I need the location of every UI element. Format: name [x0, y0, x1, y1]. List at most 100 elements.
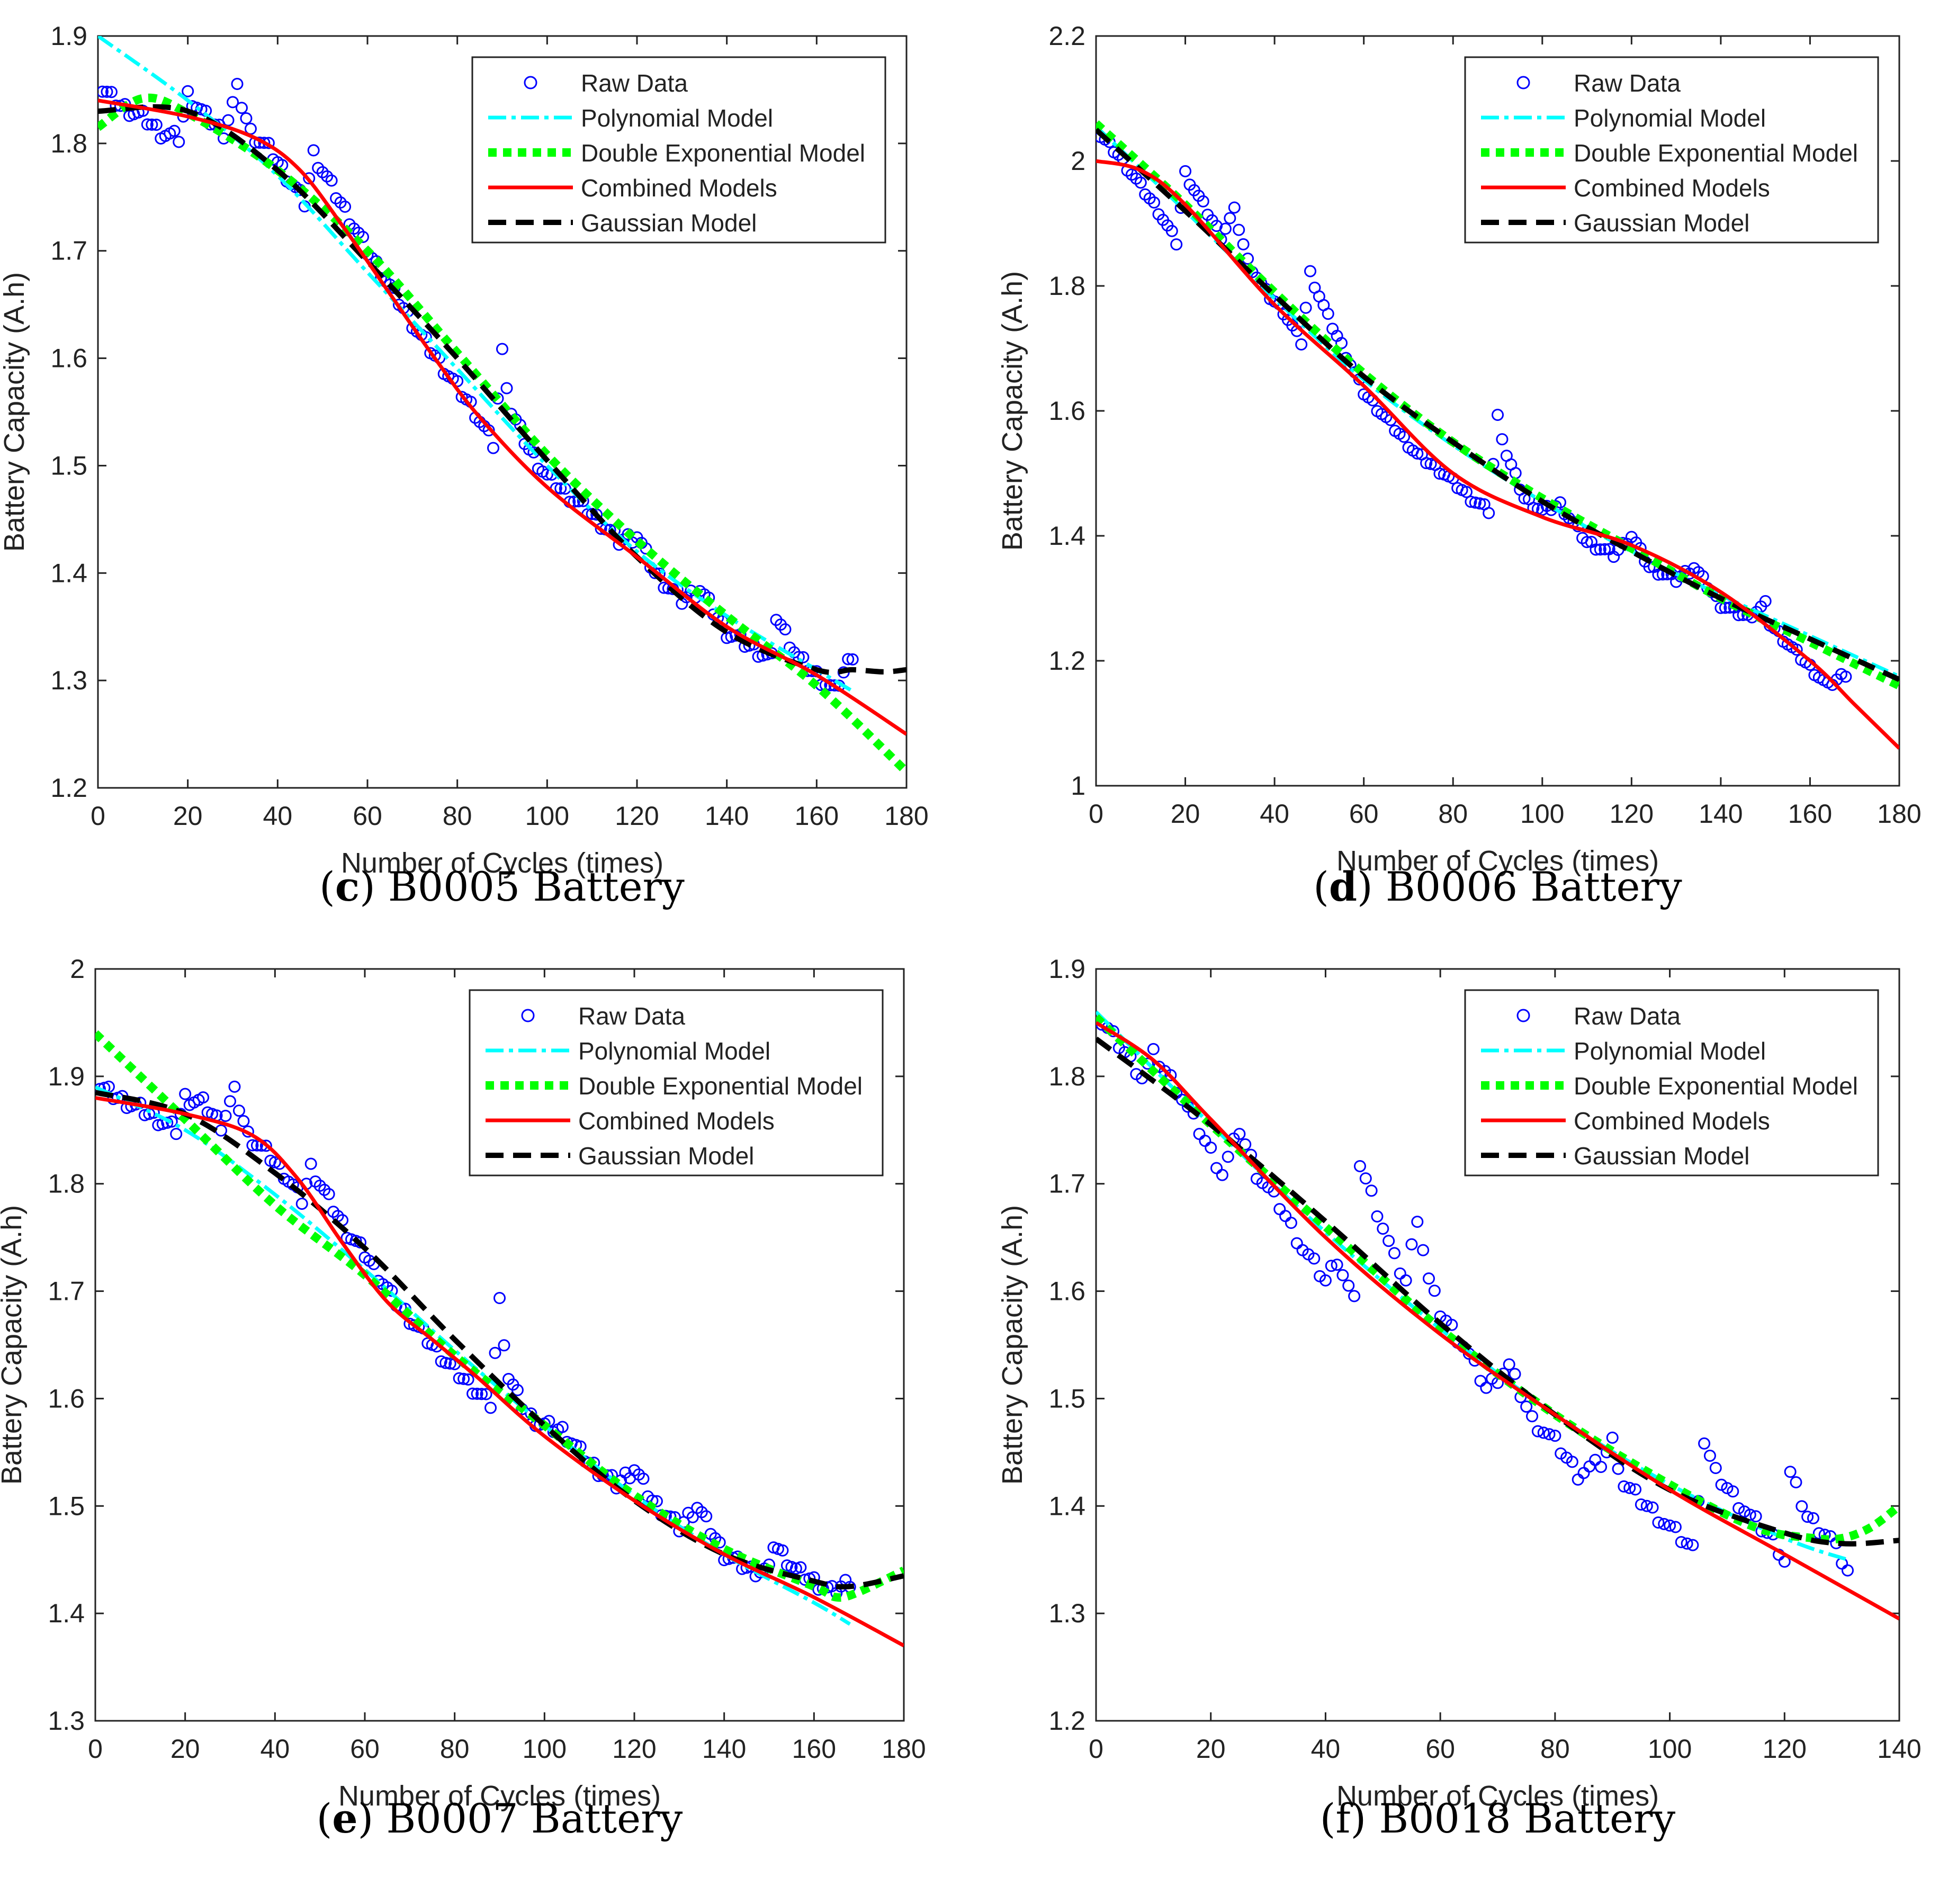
- x-tick-label: 60: [350, 1734, 380, 1764]
- raw-data-point: [453, 1372, 465, 1385]
- legend-label: Combined Models: [578, 1107, 775, 1135]
- raw-data-point: [444, 1357, 456, 1370]
- raw-data-point: [700, 1510, 713, 1523]
- raw-data-point: [1790, 643, 1803, 656]
- caption-letter: e: [332, 1795, 358, 1842]
- x-tick-label: 100: [1648, 1734, 1692, 1764]
- x-tick-label: 80: [1540, 1734, 1570, 1764]
- raw-data-point: [1342, 1279, 1355, 1292]
- x-tick-label: 20: [1196, 1734, 1226, 1764]
- raw-data-point: [1594, 543, 1606, 556]
- raw-data-point: [146, 118, 158, 131]
- raw-data-point: [168, 124, 181, 137]
- raw-data-point: [842, 653, 855, 666]
- y-tick-label: 1.9: [48, 1062, 85, 1091]
- raw-data-point: [1164, 1069, 1177, 1082]
- raw-data-point: [1629, 1483, 1642, 1496]
- raw-data-point: [307, 144, 320, 157]
- raw-data-point: [498, 1339, 510, 1352]
- raw-data-point: [1205, 1142, 1217, 1154]
- raw-data-point: [1383, 1235, 1395, 1247]
- legend-label: Combined Models: [1574, 1107, 1770, 1135]
- raw-data-point: [1549, 1430, 1561, 1442]
- x-tick-label: 0: [88, 1734, 103, 1764]
- raw-data-point: [554, 482, 567, 495]
- raw-data-point: [475, 1388, 488, 1400]
- x-tick-label: 80: [443, 801, 472, 831]
- raw-data-point: [1465, 496, 1477, 508]
- raw-data-point: [1219, 222, 1232, 235]
- raw-data-point: [170, 1128, 183, 1140]
- raw-data-point: [1520, 1400, 1533, 1413]
- legend-label: Gaussian Model: [581, 209, 757, 237]
- raw-data-point: [1411, 447, 1424, 460]
- legend-label: Gaussian Model: [1574, 1142, 1749, 1170]
- series-double-exponential-model: [1096, 1014, 1899, 1544]
- x-tick-label: 160: [795, 801, 839, 831]
- raw-data-point: [1336, 1269, 1349, 1281]
- raw-data-point: [1148, 196, 1161, 209]
- legend-raw-data-marker: [521, 1009, 535, 1022]
- x-tick-label: 20: [173, 801, 203, 831]
- raw-data-point: [1299, 301, 1312, 314]
- raw-data-point: [1496, 433, 1509, 446]
- raw-data-point: [1727, 1485, 1739, 1498]
- raw-data-point: [1377, 1223, 1389, 1235]
- raw-data-point: [325, 174, 338, 187]
- series-combined-models: [1096, 1021, 1899, 1621]
- raw-data-point: [1796, 1500, 1808, 1513]
- raw-data-point: [1566, 1456, 1578, 1468]
- x-tick-label: 40: [261, 1734, 290, 1764]
- x-tick-label: 180: [1877, 799, 1921, 829]
- x-tick-label: 40: [1260, 799, 1289, 829]
- y-tick-label: 1.6: [50, 344, 87, 373]
- raw-data-point: [1807, 1512, 1819, 1524]
- x-tick-label: 0: [1089, 799, 1103, 829]
- raw-data-point: [1348, 1290, 1361, 1303]
- raw-data-point: [235, 102, 248, 114]
- raw-data-point: [1446, 1318, 1458, 1331]
- raw-data-point: [1365, 1184, 1378, 1197]
- raw-data-point: [1222, 1151, 1234, 1163]
- y-tick-label: 1.4: [50, 558, 87, 588]
- raw-data-point: [779, 623, 792, 636]
- raw-data-point: [500, 382, 513, 394]
- x-tick-label: 120: [612, 1734, 656, 1764]
- raw-data-point: [1353, 1160, 1366, 1172]
- y-tick-label: 1.8: [48, 1169, 85, 1199]
- raw-data-point: [511, 1384, 524, 1396]
- x-tick-label: 140: [705, 801, 749, 831]
- y-tick-label: 2: [70, 954, 85, 984]
- raw-data-point: [1618, 1480, 1630, 1493]
- raw-data-point: [1179, 165, 1192, 177]
- raw-data-point: [541, 468, 553, 481]
- raw-data-point: [219, 1110, 232, 1122]
- y-tick-label: 1.8: [1048, 1062, 1085, 1091]
- legend-raw-data-marker: [1516, 76, 1530, 89]
- y-tick-label: 1.6: [1048, 396, 1085, 426]
- x-tick-label: 120: [615, 801, 659, 831]
- raw-data-point: [1428, 1285, 1441, 1297]
- legend-label: Raw Data: [1574, 69, 1681, 97]
- raw-data-point: [1749, 1510, 1762, 1523]
- legend-label: Raw Data: [1574, 1002, 1681, 1030]
- y-axis-label: Battery Capacity (A.h): [997, 1205, 1028, 1485]
- raw-data-point: [1460, 486, 1473, 498]
- raw-data-point: [1635, 1498, 1647, 1511]
- raw-data-point: [487, 442, 500, 454]
- raw-data-point: [1537, 1426, 1550, 1439]
- x-tick-label: 100: [1520, 799, 1564, 829]
- legend-label: Polynomial Model: [1574, 104, 1766, 132]
- legend-label: Double Exponential Model: [578, 1072, 863, 1100]
- raw-data-point: [1652, 1516, 1665, 1529]
- raw-data-point: [1331, 1259, 1343, 1271]
- raw-data-point: [1595, 1460, 1608, 1473]
- raw-data-point: [1744, 1508, 1756, 1521]
- raw-data-point: [489, 1346, 501, 1359]
- caption-f: (f) B0018 Battery: [1319, 1795, 1676, 1842]
- raw-data-point: [1581, 536, 1593, 549]
- raw-data-point: [231, 77, 244, 90]
- series-gaussian-model: [95, 1090, 904, 1589]
- x-tick-label: 160: [792, 1734, 836, 1764]
